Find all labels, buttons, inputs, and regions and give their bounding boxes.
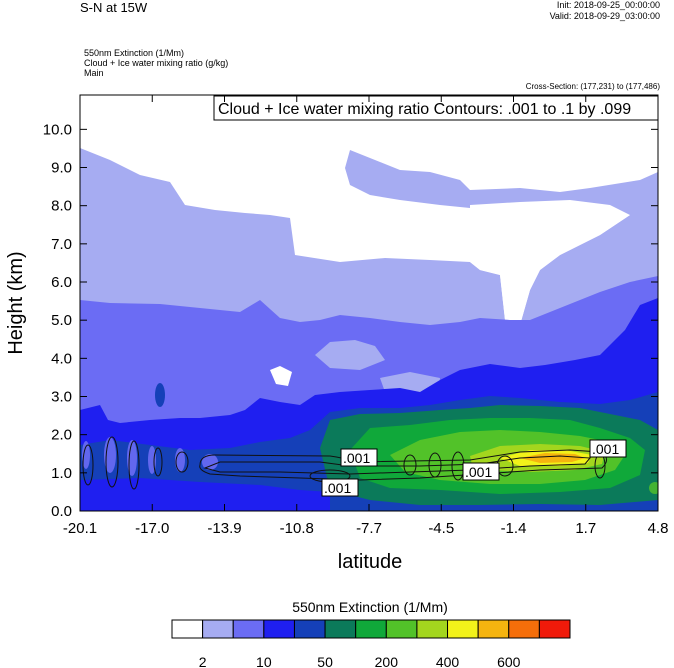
contour-label: .001: [343, 450, 370, 466]
colorbar-tick-label: 2: [199, 654, 207, 668]
colorbar-swatch: [416, 619, 449, 639]
colorbar-swatch: [385, 619, 418, 639]
colorbar-swatch: [232, 619, 265, 639]
field-descriptions: 550nm Extinction (1/Mm) Cloud + Ice wate…: [84, 48, 228, 78]
contour-label: .001: [592, 441, 619, 457]
x-tick-label: 4.8: [648, 520, 669, 537]
colorbar-title: 550nm Extinction (1/Mm): [292, 599, 448, 615]
contour-info-text: Cloud + Ice water mixing ratio Contours:…: [218, 101, 631, 118]
x-axis-label: latitude: [338, 551, 403, 573]
y-tick-label: 1.0: [51, 465, 72, 482]
x-tick-label: -7.7: [356, 520, 382, 537]
contour-info-box: [213, 95, 659, 121]
x-axis: -20.1 -17.0 -13.9 -10.8 -7.7 -4.5 -1.4 1.7 4.8: [63, 95, 669, 537]
y-tick-label: 2.0: [51, 427, 72, 444]
colorbar-tick-label: 10: [256, 654, 272, 668]
x-tick-label: -4.5: [428, 520, 454, 537]
colorbar-tick-label: 600: [497, 654, 521, 668]
contour-label: .001: [465, 464, 492, 480]
y-axis: 0.0 1.0 2.0 3.0 4.0 5.0 6.0 7.0 8.0 9.0 10.0: [43, 121, 658, 520]
x-tick-label: -20.1: [63, 520, 97, 537]
colorbar-tick-label: 200: [375, 654, 399, 668]
colorbar-tick-label: 400: [436, 654, 460, 668]
init-valid-times: Init: 2018-09-25_00:00:00 Valid: 2018-09…: [550, 0, 660, 22]
field-cloud-ice: Cloud + Ice water mixing ratio (g/kg): [84, 58, 229, 68]
colorbar-swatch: [263, 619, 295, 639]
colorbar-labels: 2 10 50 200 400 600: [199, 654, 521, 668]
contour-label: .001: [324, 480, 351, 496]
colorbar-swatch: [508, 619, 540, 639]
x-tick-label: -10.8: [280, 520, 314, 537]
field-main: Main: [84, 68, 104, 78]
y-tick-label: 3.0: [51, 389, 72, 406]
x-tick-label: 1.7: [575, 520, 596, 537]
colorbar-swatch: [202, 619, 234, 639]
x-tick-label: -1.4: [501, 520, 527, 537]
contour-label-group: .001 .001 .001 .001: [321, 439, 627, 497]
field-extinction: 550nm Extinction (1/Mm): [84, 48, 185, 58]
x-tick-label: -17.0: [135, 520, 169, 537]
valid-time: Valid: 2018-09-29_03:00:00: [549, 11, 660, 21]
colorbar-swatch: [538, 619, 571, 639]
colorbar-swatch: [447, 619, 479, 639]
y-tick-label: 10.0: [43, 121, 72, 138]
colorbar-swatch: [171, 619, 204, 639]
y-tick-label: 6.0: [51, 274, 72, 291]
x-tick-label: -13.9: [207, 520, 241, 537]
y-tick-label: 0.0: [51, 503, 72, 520]
y-tick-label: 8.0: [51, 198, 72, 215]
y-tick-label: 9.0: [51, 160, 72, 177]
colorbar-swatch: [324, 619, 357, 639]
y-tick-label: 7.0: [51, 236, 72, 253]
init-time: Init: 2018-09-25_00:00:00: [556, 0, 660, 10]
cross-section-label: Cross-Section: (177,231) to (177,486): [525, 82, 660, 91]
y-tick-label: 5.0: [51, 312, 72, 329]
y-axis-label: Height (km): [5, 251, 27, 354]
colorbar-swatch: [477, 619, 510, 639]
colorbar-swatch: [293, 619, 326, 639]
plot-title: S-N at 15W: [80, 0, 148, 15]
extinction-field: [80, 95, 658, 511]
colorbar-swatch: [355, 619, 387, 639]
y-tick-label: 4.0: [51, 350, 72, 367]
colorbar: [171, 619, 571, 639]
colorbar-tick-label: 50: [317, 654, 333, 668]
